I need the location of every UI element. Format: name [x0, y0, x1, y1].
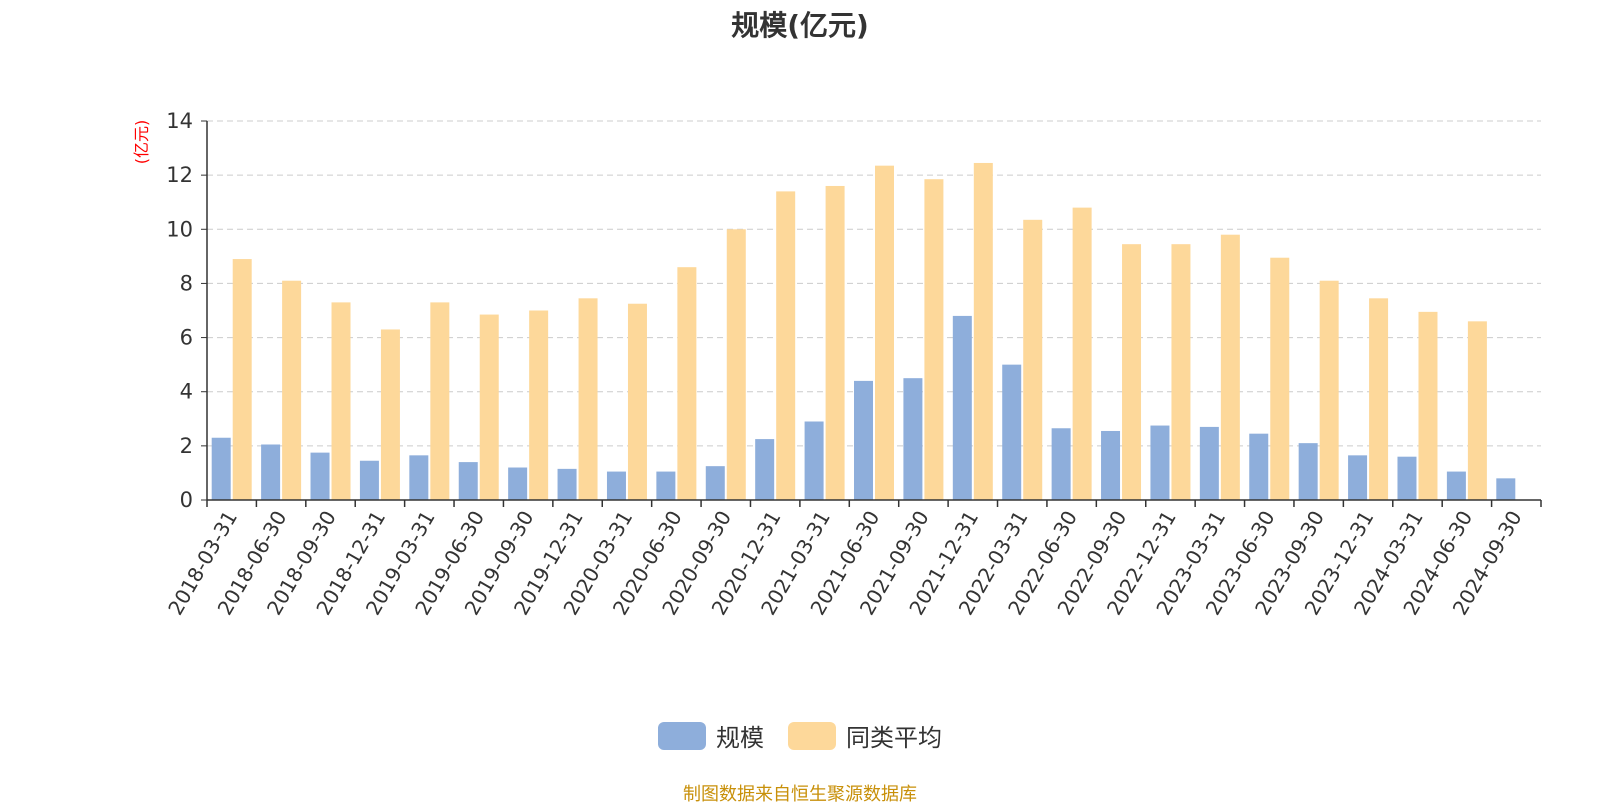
bar-peer-average[interactable]: [479, 314, 499, 500]
bar-peer-average[interactable]: [973, 162, 993, 501]
legend: 规模 同类平均: [0, 718, 1600, 753]
bar-peer-average[interactable]: [1220, 234, 1240, 500]
bar-scale[interactable]: [310, 452, 330, 500]
bar-peer-average[interactable]: [1369, 298, 1389, 500]
bar-peer-average[interactable]: [1319, 280, 1339, 500]
bar-peer-average[interactable]: [825, 185, 845, 500]
bar-scale[interactable]: [854, 380, 873, 500]
bar-scale[interactable]: [1496, 478, 1516, 500]
bar-peer-average[interactable]: [1171, 244, 1191, 500]
bar-scale[interactable]: [804, 421, 824, 500]
bar-peer-average[interactable]: [627, 303, 647, 500]
chart-title: 规模(亿元): [731, 9, 869, 42]
y-tick-label: 14: [166, 109, 193, 133]
bar-scale[interactable]: [952, 315, 972, 500]
bar-scale[interactable]: [1101, 430, 1121, 500]
bar-scale[interactable]: [1051, 428, 1071, 500]
bar-scale[interactable]: [1249, 433, 1269, 500]
legend-item-scale[interactable]: 规模: [658, 718, 764, 753]
bar-peer-average[interactable]: [232, 259, 252, 500]
bar-scale[interactable]: [1446, 471, 1466, 500]
bar-scale[interactable]: [261, 444, 281, 500]
bar-scale[interactable]: [1397, 456, 1417, 500]
legend-label-scale: 规模: [716, 724, 764, 752]
bar-peer-average[interactable]: [924, 179, 944, 501]
y-tick-label: 0: [180, 488, 193, 512]
bar-scale[interactable]: [1150, 425, 1170, 500]
bar-scale[interactable]: [1348, 455, 1368, 500]
bar-peer-average[interactable]: [1122, 244, 1142, 500]
axes: [201, 120, 1542, 507]
bar-peer-average[interactable]: [1270, 257, 1290, 500]
bar-peer-average[interactable]: [1418, 311, 1438, 500]
bars: [211, 162, 1516, 501]
data-source-note: 制图数据来自恒生聚源数据库: [683, 784, 917, 805]
bar-scale[interactable]: [409, 455, 429, 500]
bar-peer-average[interactable]: [726, 229, 746, 501]
bar-peer-average[interactable]: [578, 298, 598, 500]
y-axis-label: (亿元): [132, 120, 151, 165]
bar-scale[interactable]: [1298, 443, 1318, 500]
bar-peer-average[interactable]: [529, 310, 549, 501]
bar-scale[interactable]: [656, 471, 676, 500]
bar-scale[interactable]: [211, 437, 231, 500]
bar-scale[interactable]: [1002, 364, 1022, 500]
bar-peer-average[interactable]: [776, 191, 796, 500]
legend-swatch-peer-average: [788, 721, 836, 750]
bar-peer-average[interactable]: [1072, 207, 1092, 500]
bar-scale[interactable]: [359, 460, 379, 500]
bar-peer-average[interactable]: [380, 329, 400, 500]
bar-scale[interactable]: [705, 466, 725, 500]
y-tick-label: 2: [180, 434, 193, 458]
legend-label-peer-average: 同类平均: [846, 724, 942, 752]
y-tick-label: 10: [166, 217, 193, 241]
bar-peer-average[interactable]: [875, 165, 894, 501]
bar-scale[interactable]: [903, 378, 923, 500]
bar-peer-average[interactable]: [1023, 219, 1043, 500]
y-tick-label: 8: [180, 271, 193, 295]
bar-scale[interactable]: [508, 467, 528, 500]
y-tick-label: 4: [180, 380, 193, 404]
legend-swatch-scale: [658, 721, 706, 750]
y-tick-label: 6: [180, 326, 193, 350]
y-tick-label: 12: [166, 163, 193, 187]
bar-scale[interactable]: [458, 462, 478, 500]
bar-peer-average[interactable]: [677, 267, 697, 500]
bar-peer-average[interactable]: [1467, 321, 1487, 500]
bar-peer-average[interactable]: [282, 280, 302, 500]
legend-item-peer-average[interactable]: 同类平均: [788, 718, 942, 753]
bar-scale[interactable]: [1199, 426, 1219, 500]
grid-lines: [207, 120, 1541, 447]
bar-scale[interactable]: [606, 471, 626, 500]
bar-scale[interactable]: [755, 439, 775, 500]
bar-peer-average[interactable]: [331, 302, 351, 500]
bar-scale[interactable]: [557, 468, 577, 500]
y-tick-labels: 0 2 4 6 8 10 12 14: [166, 109, 193, 512]
bar-peer-average[interactable]: [430, 302, 450, 500]
x-tick-labels: 2018-03-312018-06-302018-09-302018-12-31…: [163, 506, 1526, 619]
